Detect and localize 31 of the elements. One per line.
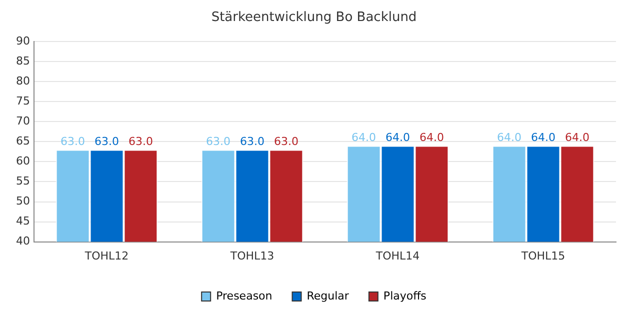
y-tick-label: 45 [16,214,30,228]
data-label: 63.0 [274,135,298,148]
data-label: 64.0 [497,131,522,144]
y-tick-label: 90 [16,34,30,48]
data-label: 64.0 [564,131,590,144]
data-label: 63.0 [94,135,119,148]
x-tick-label: TOHL15 [520,249,566,262]
data-label: 63.0 [60,135,86,148]
x-tick-label: TOHL13 [229,249,274,262]
x-tick-label: TOHL14 [374,249,420,262]
legend-label: Regular [306,289,350,302]
y-tick-label: 40 [16,234,30,248]
y-tick-label: 75 [16,94,30,108]
data-label: 64.0 [352,131,376,144]
data-label: 63.0 [128,135,153,148]
y-tick-label: 65 [16,134,30,148]
legend-label: Playoffs [383,289,427,302]
y-tick-label: 85 [16,54,30,68]
data-label: 63.0 [240,135,264,148]
data-label: 64.0 [386,131,410,144]
y-tick-label: 55 [16,174,30,188]
legend-label: Preseason [216,289,272,302]
y-tick-label: 80 [16,74,30,88]
data-label: 64.0 [531,131,556,144]
y-tick-label: 50 [16,194,30,208]
chart-title: Stärkeentwicklung Bo Backlund [211,10,417,26]
x-tick-label: TOHL12 [84,249,129,262]
y-tick-label: 60 [16,154,30,168]
data-label: 64.0 [419,131,444,144]
y-tick-label: 70 [16,114,30,128]
data-label: 63.0 [206,135,231,148]
